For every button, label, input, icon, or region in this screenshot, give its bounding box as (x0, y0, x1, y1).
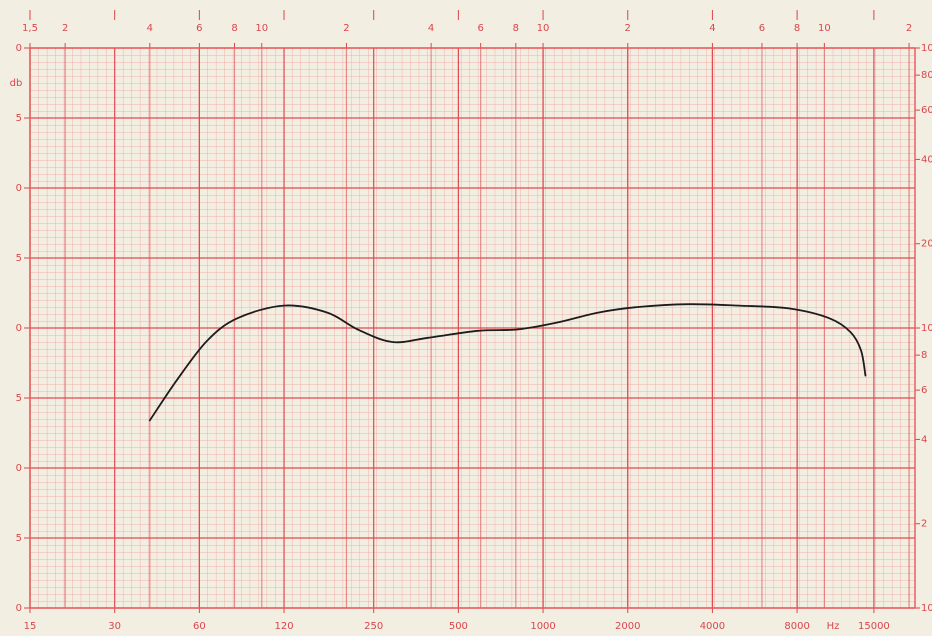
y-tick-label: 0 (16, 463, 22, 474)
x2-tick-label: 4 (147, 23, 153, 34)
x2-tick-label: 10 (537, 23, 550, 34)
x-tick-label: 500 (449, 621, 468, 632)
y-tick-label: 5 (16, 253, 22, 264)
x2-tick-label: 10 (255, 23, 268, 34)
x2-tick-label: 2 (62, 23, 68, 34)
y-tick-label: 0 (16, 183, 22, 194)
x-tick-label: 1000 (530, 621, 555, 632)
x2-tick-label: 8 (794, 23, 800, 34)
x2-tick-label: 6 (477, 23, 483, 34)
x-axis-label: Hz (827, 621, 840, 632)
y-tick-label: 0 (16, 603, 22, 614)
x2-tick-label: 4 (709, 23, 715, 34)
y2-tick-label: 10 (921, 603, 932, 614)
y-tick-label: 5 (16, 393, 22, 404)
y2-tick-label: 8 (921, 350, 927, 361)
x2-tick-label: 2 (906, 23, 912, 34)
x-tick-label: 15000 (858, 621, 890, 632)
y2-tick-label: 2 (921, 519, 927, 530)
x-tick-label: 2000 (615, 621, 640, 632)
y-tick-label: 5 (16, 533, 22, 544)
x-tick-label: 15 (24, 621, 37, 632)
x2-tick-label: 6 (759, 23, 765, 34)
y2-tick-label: 10 (921, 323, 932, 334)
x2-tick-label: 8 (513, 23, 519, 34)
y2-tick-label: 6 (921, 385, 927, 396)
y2-tick-label: 10 (921, 43, 932, 54)
x-tick-label: 250 (364, 621, 383, 632)
x-tick-label: 30 (108, 621, 121, 632)
y-tick-label: 0 (16, 43, 22, 54)
x2-tick-label: 6 (196, 23, 202, 34)
x-tick-label: 120 (274, 621, 293, 632)
y-tick-label: 0 (16, 323, 22, 334)
x-tick-label: 60 (193, 621, 206, 632)
x2-tick-label: 1,5 (22, 23, 38, 34)
y2-tick-label: 40 (921, 154, 932, 165)
y2-tick-label: 80 (921, 70, 932, 81)
response-curve (148, 303, 867, 422)
x-tick-label: 4000 (700, 621, 725, 632)
x2-tick-label: 4 (428, 23, 434, 34)
y2-tick-label: 4 (921, 434, 927, 445)
x2-tick-label: 2 (625, 23, 631, 34)
x2-tick-label: 2 (343, 23, 349, 34)
x2-tick-label: 10 (818, 23, 831, 34)
y2-tick-label: 20 (921, 239, 932, 250)
y2-tick-label: 60 (921, 105, 932, 116)
y-axis-label: db (10, 78, 23, 89)
plot-frame (29, 47, 916, 609)
x2-tick-label: 8 (231, 23, 237, 34)
y-tick-label: 5 (16, 113, 22, 124)
x-tick-label: 8000 (784, 621, 809, 632)
